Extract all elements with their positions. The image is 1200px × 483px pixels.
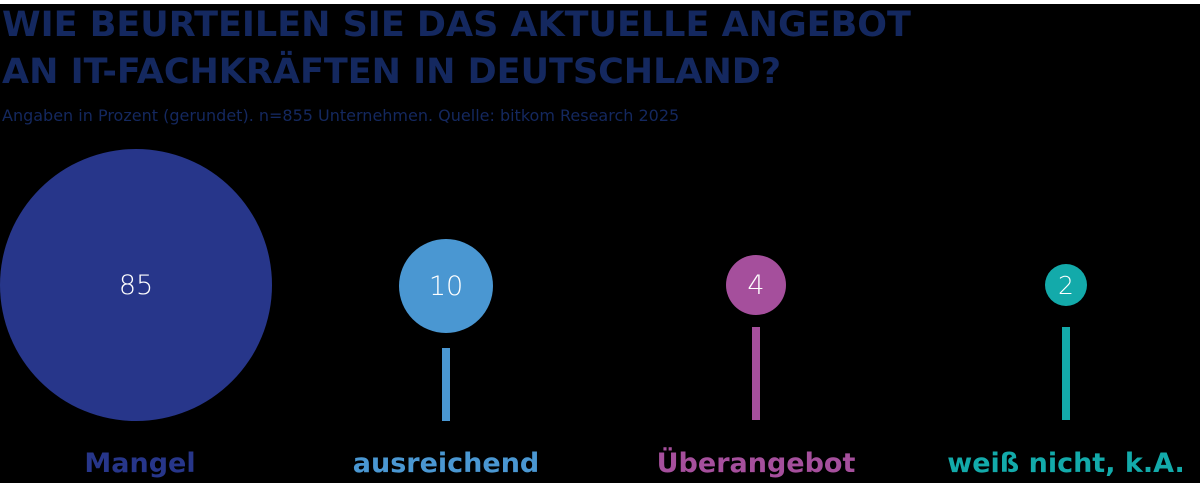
label-ueberangebot: Überangebot: [656, 448, 856, 479]
stem-weiss-nicht: [1062, 327, 1070, 420]
bubble-value-ueberangebot: 4: [747, 269, 765, 301]
bubble-value-mangel: 85: [118, 269, 154, 301]
bubble-ausreichend: 10: [399, 239, 493, 333]
label-ausreichend: ausreichend: [352, 448, 540, 479]
chart-title-line-1: WIE BEURTEILEN SIE DAS AKTUELLE ANGEBOT: [2, 5, 911, 45]
bubble-value-weiss-nicht: 2: [1058, 270, 1074, 300]
bubble-weiss-nicht: 2: [1045, 264, 1087, 306]
stem-ausreichend: [442, 348, 450, 421]
bubble-mangel: 85: [0, 149, 272, 421]
chart-title-line-2: AN IT-FACHKRÄFTEN IN DEUTSCHLAND?: [2, 52, 782, 92]
bubble-value-ausreichend: 10: [428, 270, 464, 302]
label-weiss-nicht: weiß nicht, k.A.: [947, 448, 1185, 479]
chart-subtitle: Angaben in Prozent (gerundet). n=855 Unt…: [2, 106, 680, 125]
label-mangel: Mangel: [84, 448, 196, 479]
bubble-ueberangebot: 4: [726, 255, 786, 315]
top-strip: [0, 0, 1200, 4]
chart-title: WIE BEURTEILEN SIE DAS AKTUELLE ANGEBOT …: [2, 2, 911, 96]
stem-ueberangebot: [752, 327, 760, 420]
